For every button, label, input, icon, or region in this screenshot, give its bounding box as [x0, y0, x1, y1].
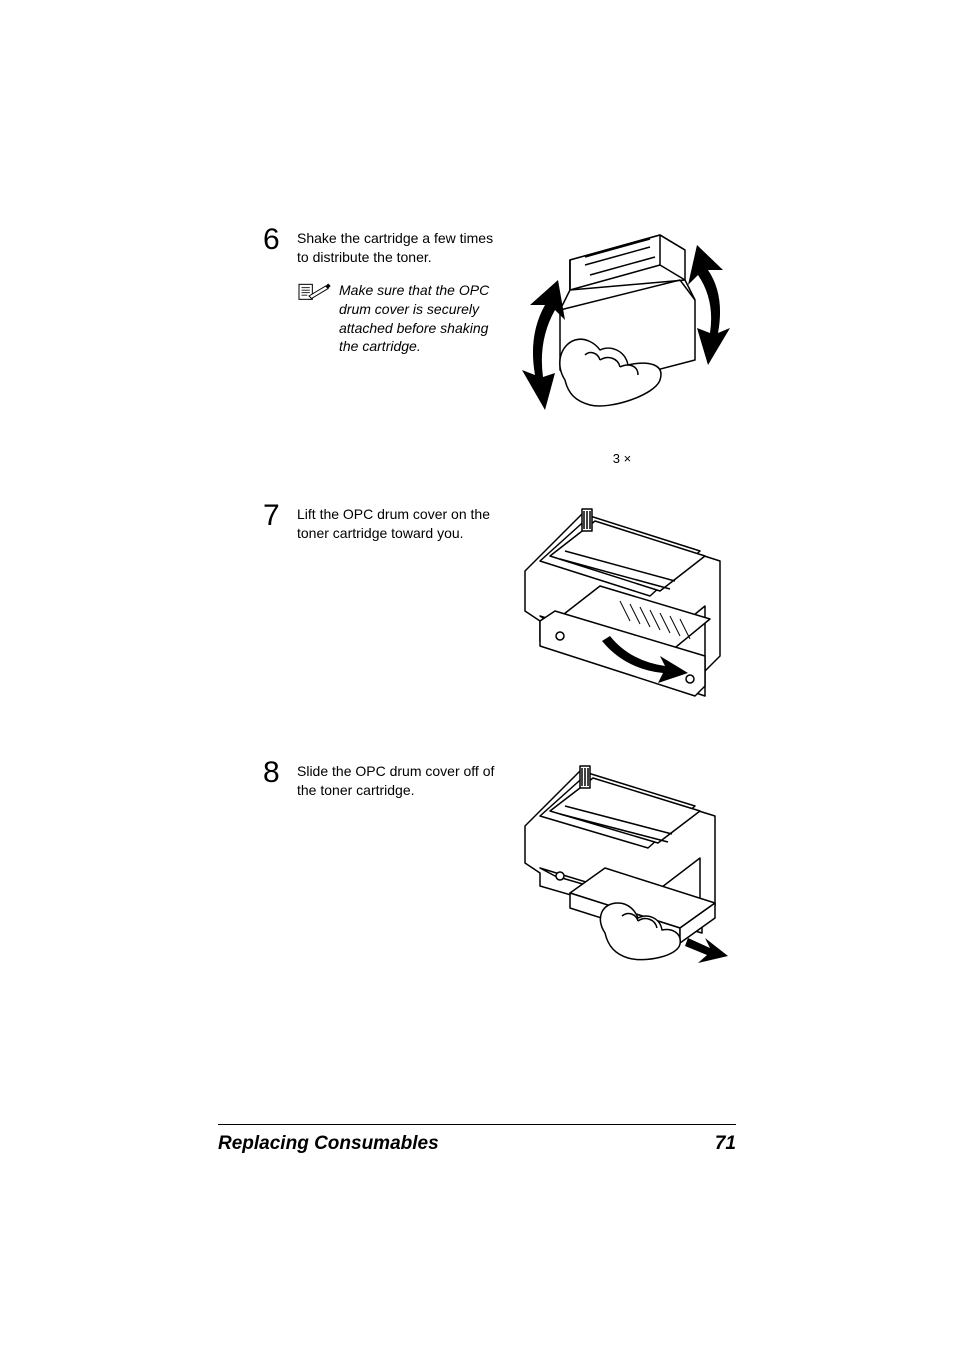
step-number: 7	[263, 501, 285, 531]
step-instruction-text: Slide the OPC drum cover off of the tone…	[297, 762, 508, 800]
instruction-step: 8 Slide the OPC drum cover off of the to…	[263, 758, 736, 973]
step-left-column: 7 Lift the OPC drum cover on the toner c…	[263, 501, 508, 543]
step-text-block: Lift the OPC drum cover on the toner car…	[297, 501, 508, 543]
instruction-step: 6 Shake the cartridge a few times to dis…	[263, 225, 736, 466]
note-row: Make sure that the OPC drum cover is sec…	[297, 281, 508, 357]
page-footer: Replacing Consumables 71	[218, 1124, 736, 1155]
page-number: 71	[715, 1133, 736, 1155]
instruction-step: 7 Lift the OPC drum cover on the toner c…	[263, 501, 736, 716]
step-left-column: 6 Shake the cartridge a few times to dis…	[263, 225, 508, 356]
document-page: 6 Shake the cartridge a few times to dis…	[0, 0, 954, 1351]
step-illustration-column	[508, 501, 736, 716]
step-text-block: Shake the cartridge a few times to distr…	[297, 225, 508, 356]
shake-cartridge-illustration	[510, 225, 735, 445]
footer-rule	[218, 1124, 736, 1125]
footer-row: Replacing Consumables 71	[218, 1133, 736, 1155]
illustration-caption: 3 ×	[613, 451, 631, 466]
note-text: Make sure that the OPC drum cover is sec…	[339, 281, 508, 357]
step-left-column: 8 Slide the OPC drum cover off of the to…	[263, 758, 508, 800]
step-number: 6	[263, 225, 285, 255]
step-text-block: Slide the OPC drum cover off of the tone…	[297, 758, 508, 800]
lift-cover-illustration	[510, 501, 735, 716]
step-illustration-column	[508, 758, 736, 973]
note-icon	[297, 281, 331, 306]
step-instruction-text: Shake the cartridge a few times to distr…	[297, 229, 508, 267]
step-instruction-text: Lift the OPC drum cover on the toner car…	[297, 505, 508, 543]
slide-cover-illustration	[510, 758, 735, 973]
step-illustration-column: 3 ×	[508, 225, 736, 466]
section-title: Replacing Consumables	[218, 1133, 439, 1155]
step-number: 8	[263, 758, 285, 788]
